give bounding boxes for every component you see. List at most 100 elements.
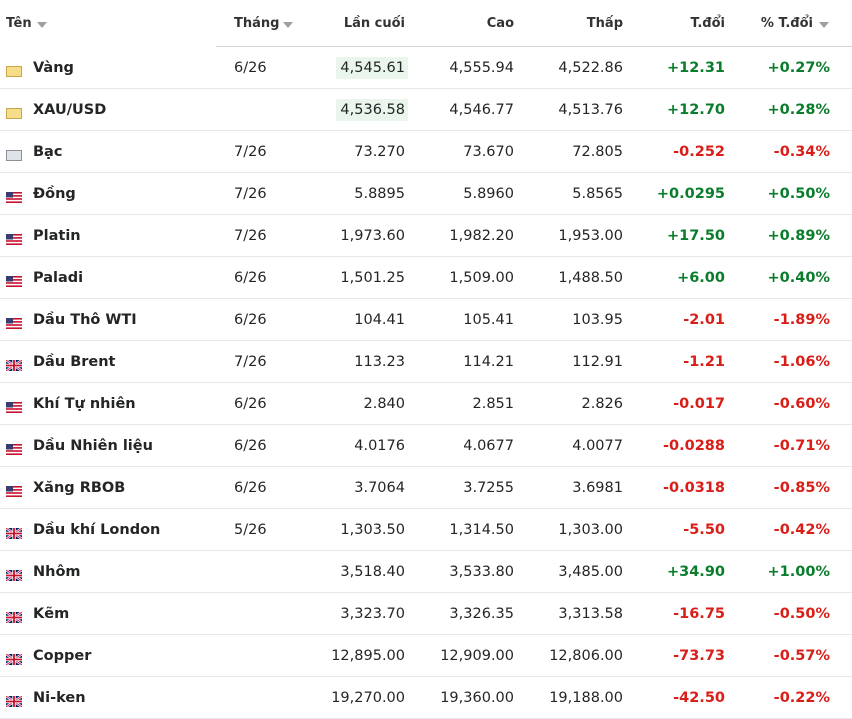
cell-value: 105.41: [463, 312, 514, 328]
cell-value: 3.7255: [463, 480, 514, 496]
cell-value: 12,806.00: [549, 648, 623, 664]
cell-value: +0.28%: [767, 102, 830, 118]
cell-value: 6/26: [234, 312, 267, 328]
instrument-name[interactable]: Dầu Brent: [33, 354, 116, 370]
cell-value: 4,522.86: [558, 60, 623, 76]
cell-value: 1,509.00: [449, 270, 514, 286]
cell-value: -0.252: [673, 144, 725, 160]
cell-value: +12.31: [666, 60, 725, 76]
cell-value: -0.017: [673, 396, 725, 412]
instrument-name[interactable]: Dầu khí London: [33, 522, 161, 538]
instrument-name[interactable]: XAU/USD: [33, 102, 107, 118]
column-header[interactable]: Tên: [6, 16, 32, 31]
cell-value: 1,488.50: [558, 270, 623, 286]
flag-icon: [5, 692, 23, 708]
cell-value: 1,314.50: [449, 522, 514, 538]
row-separator: [0, 508, 852, 509]
cell-value: -0.50%: [773, 606, 830, 622]
cell-value: 6/26: [234, 396, 267, 412]
row-separator: [0, 130, 852, 131]
instrument-name[interactable]: Paladi: [33, 270, 84, 286]
flag-icon: [6, 440, 22, 455]
cell-value: 1,973.60: [340, 228, 405, 244]
cell-value: 1,303.50: [340, 522, 405, 538]
column-header[interactable]: Cao: [486, 16, 514, 31]
highlight: [336, 57, 408, 79]
flag-icon: [5, 524, 23, 540]
cell-value: 1,982.20: [449, 228, 514, 244]
cell-value: -0.34%: [773, 144, 830, 160]
instrument-name[interactable]: Xăng RBOB: [33, 480, 126, 496]
cell-value: 19,360.00: [440, 690, 514, 706]
cell-value: -16.75: [673, 606, 725, 622]
instrument-name[interactable]: Copper: [33, 648, 92, 664]
cell-value: 4,536.58: [340, 102, 405, 118]
cell-value: -0.57%: [773, 648, 830, 664]
cell-value: 2.840: [363, 396, 405, 412]
cell-value: 2.851: [472, 396, 514, 412]
instrument-name[interactable]: Platin: [33, 228, 81, 244]
row-separator: [0, 424, 852, 425]
instrument-name[interactable]: Khí Tự nhiên: [33, 396, 136, 412]
cell-value: 19,188.00: [549, 690, 623, 706]
row-separator: [0, 214, 852, 215]
cell-value: 12,909.00: [440, 648, 514, 664]
cell-value: 4,555.94: [449, 60, 514, 76]
instrument-name[interactable]: Nhôm: [33, 564, 81, 580]
column-header[interactable]: Tháng: [234, 16, 280, 31]
instrument-name[interactable]: Kẽm: [33, 606, 70, 622]
cell-value: -2.01: [683, 312, 725, 328]
cell-value: -1.89%: [773, 312, 830, 328]
cell-value: 6/26: [234, 270, 267, 286]
cell-value: -0.22%: [773, 690, 830, 706]
column-header[interactable]: % T.đổi: [760, 16, 813, 31]
cell-value: -0.0288: [663, 438, 725, 454]
sort-arrow[interactable]: [819, 22, 829, 28]
instrument-name[interactable]: Ni-ken: [33, 690, 86, 706]
row-separator: [0, 256, 852, 257]
flag-icon: [5, 566, 23, 582]
cell-value: 4.0677: [463, 438, 514, 454]
cell-value: +0.89%: [767, 228, 830, 244]
cell-value: 5/26: [234, 522, 267, 538]
cell-value: 4,545.61: [340, 60, 405, 76]
cell-value: -0.85%: [773, 480, 830, 496]
flag-icon: [6, 314, 22, 329]
cell-value: 5.8895: [354, 186, 405, 202]
cell-value: -0.42%: [773, 522, 830, 538]
cell-value: -5.50: [683, 522, 725, 538]
cell-value: 1,303.00: [558, 522, 623, 538]
cell-value: 112.91: [572, 354, 623, 370]
column-header[interactable]: T.đổi: [690, 16, 725, 31]
flag-icon: [6, 146, 22, 161]
instrument-name[interactable]: Đồng: [33, 186, 76, 202]
cell-value: 103.95: [572, 312, 623, 328]
column-header[interactable]: Thấp: [586, 16, 623, 31]
flag-icon: [6, 398, 22, 413]
flag-icon: [5, 650, 23, 666]
instrument-name[interactable]: Dầu Thô WTI: [33, 312, 137, 328]
cell-value: 7/26: [234, 354, 267, 370]
column-header[interactable]: Lần cuối: [343, 16, 405, 31]
sort-arrow[interactable]: [37, 22, 47, 28]
highlight: [336, 99, 408, 121]
cell-value: 3.7064: [354, 480, 405, 496]
cell-value: 7/26: [234, 228, 267, 244]
cell-value: 7/26: [234, 144, 267, 160]
cell-value: +6.00: [677, 270, 725, 286]
cell-value: 3,326.35: [449, 606, 514, 622]
cell-value: -73.73: [673, 648, 725, 664]
instrument-name[interactable]: Bạc: [33, 144, 63, 160]
cell-value: +34.90: [666, 564, 725, 580]
cell-value: 1,953.00: [558, 228, 623, 244]
cell-value: 7/26: [234, 186, 267, 202]
row-separator: [0, 298, 852, 299]
cell-value: +1.00%: [767, 564, 830, 580]
row-separator: [0, 340, 852, 341]
cell-value: 3,533.80: [449, 564, 514, 580]
instrument-name[interactable]: Dầu Nhiên liệu: [33, 438, 153, 454]
cell-value: 19,270.00: [331, 690, 405, 706]
flag-icon: [6, 230, 22, 245]
instrument-name[interactable]: Vàng: [33, 60, 74, 76]
sort-arrow[interactable]: [283, 22, 293, 28]
